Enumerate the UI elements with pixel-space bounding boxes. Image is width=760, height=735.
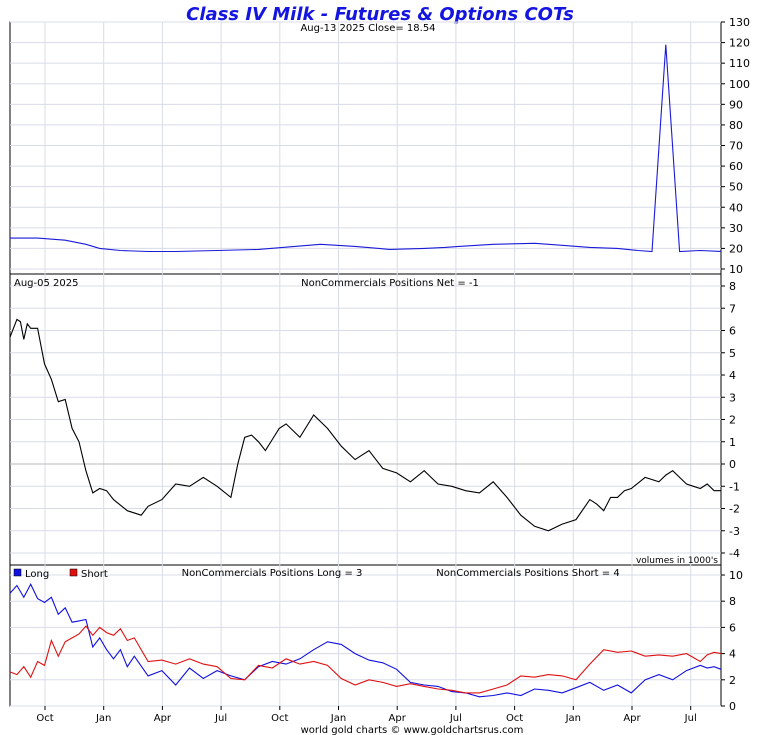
chart-title: Class IV Milk - Futures & Options COTs — [186, 4, 574, 25]
y-tick-label: 130 — [729, 16, 750, 29]
y-tick-label: 10 — [729, 263, 743, 276]
y-tick-label: 5 — [729, 347, 736, 360]
price-series-line — [10, 44, 722, 253]
x-tick-label: Jul — [684, 713, 697, 724]
chart-footer: world gold charts © www.goldchartsrus.co… — [301, 725, 524, 735]
y-tick-label: -2 — [729, 503, 740, 516]
y-tick-label: 0 — [729, 700, 736, 713]
y-tick-label: 40 — [729, 201, 743, 214]
y-tick-label: 6 — [729, 621, 736, 634]
x-tick-label: Apr — [623, 713, 641, 724]
x-tick-label: Apr — [154, 713, 172, 724]
series-layer — [9, 44, 722, 698]
grid-layer — [10, 21, 721, 707]
x-tick-label: Jul — [449, 713, 462, 724]
y-tick-label: 10 — [729, 569, 743, 582]
y-tick-label: 50 — [729, 181, 743, 194]
y-tick-label: 60 — [729, 160, 743, 173]
volumes-note: volumes in 1000's — [636, 556, 718, 566]
y-tick-label: 100 — [729, 78, 750, 91]
y-tick-label: 8 — [729, 595, 736, 608]
net-series-line — [9, 318, 721, 532]
x-tick-label: Oct — [271, 713, 288, 724]
price-panel-header: Aug-13 2025 Close= 18.54 — [300, 23, 435, 34]
y-tick-label: 8 — [729, 280, 736, 293]
short-series-line — [9, 625, 722, 694]
y-tick-label: 110 — [729, 57, 750, 70]
y-tick-label: 6 — [729, 325, 736, 338]
y-tick-label: 7 — [729, 302, 736, 315]
legend-short-swatch — [69, 568, 78, 577]
y-tick-label: 0 — [729, 458, 736, 471]
x-tick-label: Jan — [565, 713, 581, 724]
y-tick-label: -4 — [729, 547, 740, 560]
long-panel-header: NonCommercials Positions Long = 3 — [182, 568, 363, 579]
y-tick-label: 30 — [729, 222, 743, 235]
x-tick-label: Oct — [506, 713, 523, 724]
y-tick-label: 20 — [729, 242, 743, 255]
y-tick-label: 4 — [729, 648, 736, 661]
y-tick-label: 1 — [729, 436, 736, 449]
x-tick-label: Apr — [389, 713, 407, 724]
y-tick-label: 4 — [729, 369, 736, 382]
y-tick-label: -3 — [729, 525, 740, 538]
x-tick-label: Jan — [330, 713, 346, 724]
y-tick-label: 3 — [729, 391, 736, 404]
legend-long-label: Long — [25, 569, 49, 580]
x-tick-label: Jul — [214, 713, 227, 724]
y-tick-label: 120 — [729, 37, 750, 50]
y-tick-label: -1 — [729, 480, 740, 493]
short-panel-header: NonCommercials Positions Short = 4 — [436, 568, 619, 579]
long-series-line — [9, 582, 722, 698]
y-tick-label: 2 — [729, 674, 736, 687]
x-tick-label: Oct — [36, 713, 53, 724]
net-panel-date: Aug-05 2025 — [14, 278, 79, 289]
ticks-layer: 102030405060708090100110120130-4-3-2-101… — [36, 16, 750, 724]
y-tick-label: 2 — [729, 414, 736, 427]
y-tick-label: 80 — [729, 119, 743, 132]
y-tick-label: 70 — [729, 140, 743, 153]
y-tick-label: 90 — [729, 98, 743, 111]
legend-long-swatch — [13, 568, 22, 577]
net-panel-header: NonCommercials Positions Net = -1 — [301, 278, 479, 289]
legend-short-label: Short — [81, 569, 108, 580]
x-tick-label: Jan — [95, 713, 111, 724]
